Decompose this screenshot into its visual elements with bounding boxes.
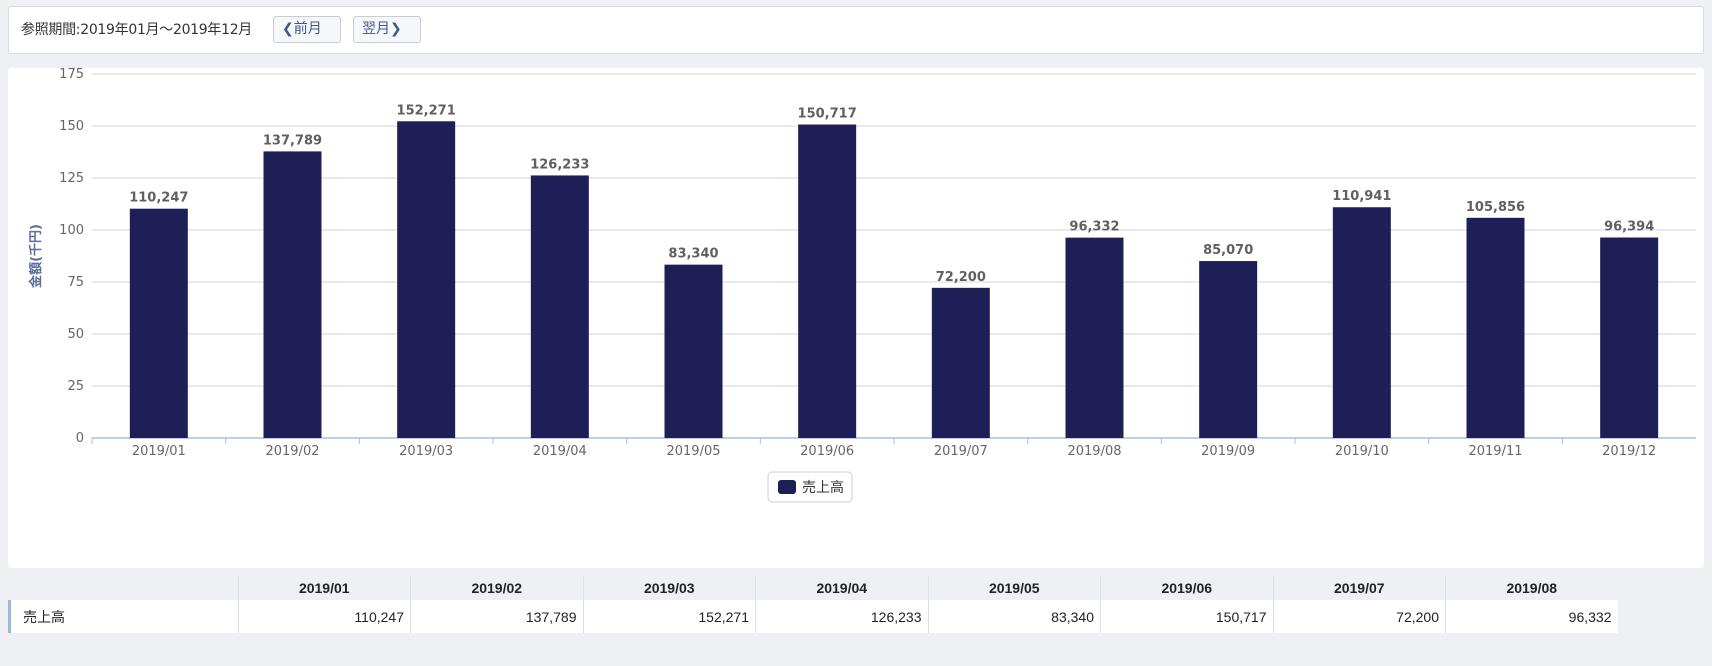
- next-month-label: 翌月: [362, 21, 390, 37]
- table-cell: 72,200: [1272, 600, 1446, 633]
- table-header-row: 2019/01 2019/02 2019/03 2019/04 2019/05 2019/…: [9, 576, 1618, 600]
- table-cell: 137,789: [410, 600, 583, 633]
- x-tick-label: 2019/02: [265, 444, 319, 459]
- x-tick-label: 2019/03: [399, 444, 453, 459]
- bar: [129, 208, 188, 438]
- x-tick-label: 2019/10: [1335, 444, 1389, 459]
- data-label: 83,340: [668, 247, 718, 262]
- y-tick-label: 75: [67, 275, 84, 290]
- data-label: 96,332: [1069, 220, 1119, 235]
- legend-swatch: [778, 480, 796, 494]
- chevron-left-icon: ❮: [282, 21, 294, 37]
- toolbar: 参照期間:2019年01月～2019年12月 ❮前月 翌月❯: [8, 6, 1704, 54]
- y-tick-label: 175: [59, 68, 84, 82]
- bar: [263, 151, 322, 439]
- chevron-right-icon: ❯: [390, 21, 402, 37]
- x-tick-label: 2019/09: [1201, 444, 1255, 459]
- table-row: 売上高 110,247 137,789 152,271 126,233 83,340 150…: [8, 600, 1618, 633]
- bar: [931, 287, 990, 438]
- table-cell: 126,233: [755, 600, 928, 633]
- period-label: 参照期間:2019年01月～2019年12月: [21, 22, 253, 38]
- data-label: 110,941: [1332, 189, 1391, 204]
- x-tick-label: 2019/12: [1602, 444, 1656, 459]
- data-label: 105,856: [1466, 200, 1525, 215]
- table-column-header: 2019/03: [582, 576, 756, 600]
- x-tick-label: 2019/06: [800, 444, 854, 459]
- table-column-header: 2019/01: [237, 576, 411, 600]
- table-cell: 83,340: [927, 600, 1101, 633]
- x-tick-label: 2019/11: [1468, 444, 1522, 459]
- table-row-label: 売上高: [8, 600, 238, 633]
- bar: [530, 175, 589, 438]
- data-label: 72,200: [936, 270, 986, 285]
- bar: [1065, 237, 1124, 438]
- x-tick-label: 2019/01: [132, 444, 186, 459]
- data-label: 150,717: [798, 107, 857, 122]
- y-tick-label: 0: [76, 431, 84, 446]
- y-axis-title: 金額(千円): [28, 224, 44, 289]
- table-cell: 152,271: [582, 600, 756, 633]
- data-label: 96,394: [1604, 220, 1654, 235]
- data-label: 152,271: [397, 103, 456, 118]
- sales-chart: 0 25 50 75 100 125 150 175 金額(千円) 110,247 2019/01 1…: [8, 68, 1704, 568]
- y-tick-label: 125: [59, 171, 84, 186]
- table-cell: 110,247: [237, 600, 411, 633]
- table-column-header: 2019/07: [1272, 576, 1446, 600]
- x-tick-label: 2019/05: [666, 444, 720, 459]
- y-tick-label: 25: [67, 379, 84, 394]
- data-label: 126,233: [530, 157, 589, 172]
- legend-box: [767, 471, 853, 503]
- x-tick-label: 2019/08: [1067, 444, 1121, 459]
- data-table: 2019/01 2019/02 2019/03 2019/04 2019/05 2019/…: [8, 576, 1712, 636]
- bar: [1600, 237, 1659, 438]
- table-column-header: 2019/05: [927, 576, 1101, 600]
- x-tick-label: 2019/07: [934, 444, 988, 459]
- data-label: 85,070: [1203, 243, 1253, 258]
- bar: [1466, 217, 1525, 438]
- table-column-header: 2019/08: [1445, 576, 1618, 600]
- table-column-header: 2019/06: [1100, 576, 1273, 600]
- prev-month-label: 前月: [293, 21, 322, 37]
- data-label: 137,789: [263, 133, 322, 148]
- chart-svg: 0 25 50 75 100 125 150 175 金額(千円) 110,247 2019/01 1…: [28, 68, 1696, 503]
- bar: [1332, 207, 1391, 438]
- bar: [664, 264, 723, 438]
- table-column-header: 2019/04: [755, 576, 928, 600]
- y-tick-label: 100: [59, 223, 84, 238]
- table-cell: 150,717: [1100, 600, 1273, 633]
- next-month-button[interactable]: 翌月❯: [353, 16, 421, 43]
- bar: [1199, 261, 1258, 438]
- table-corner: [9, 576, 238, 600]
- bar: [397, 121, 456, 439]
- table-column-header: 2019/02: [410, 576, 583, 600]
- y-tick-label: 50: [67, 327, 84, 342]
- legend-label: 売上高: [802, 479, 844, 496]
- prev-month-button[interactable]: ❮前月: [273, 16, 341, 43]
- data-label: 110,247: [129, 191, 188, 206]
- bar: [798, 124, 857, 438]
- y-tick-label: 150: [59, 119, 84, 134]
- table-cell: 96,332: [1445, 600, 1618, 633]
- x-tick-label: 2019/04: [533, 444, 587, 459]
